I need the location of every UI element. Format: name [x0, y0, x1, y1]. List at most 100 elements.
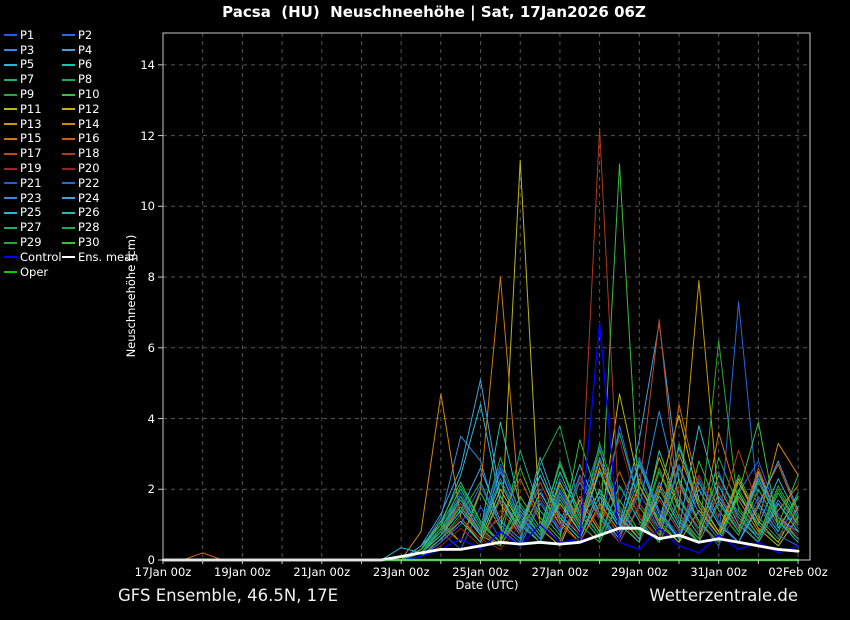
legend-line-swatch	[4, 108, 17, 111]
legend-item-p17: P17	[4, 147, 62, 160]
x-tick-label: 02Feb 00z	[768, 565, 828, 579]
legend-line-swatch	[4, 182, 17, 185]
legend-item-p16: P16	[62, 132, 120, 145]
legend-row: P29 P30	[4, 235, 120, 250]
legend-label: P19	[20, 161, 42, 176]
legend-line-swatch	[62, 63, 75, 66]
legend-item-p24: P24	[62, 190, 120, 205]
legend-item-p20: P20	[62, 162, 120, 175]
y-tick-label: 12	[140, 128, 155, 143]
legend-item-ens-mean: Ens. mean	[62, 250, 138, 264]
legend-label: Ens. mean	[78, 249, 139, 264]
legend-label: P13	[20, 116, 42, 131]
legend-label: P6	[78, 57, 93, 72]
legend-label: P17	[20, 146, 42, 161]
legend-label: Oper	[20, 264, 49, 279]
legend-label: P21	[20, 175, 42, 190]
legend-label: P20	[78, 161, 100, 176]
legend-item-control: Control	[4, 250, 62, 264]
y-tick-label: 0	[147, 553, 155, 567]
x-tick-label: 25Jan 00z	[452, 565, 509, 579]
legend-label: P14	[78, 116, 100, 131]
legend-item-p29: P29	[4, 236, 62, 249]
legend-item-p21: P21	[4, 175, 62, 190]
legend-item-p1: P1	[4, 28, 62, 42]
legend-label: P23	[20, 190, 42, 205]
legend-item-p26: P26	[62, 206, 120, 219]
y-tick-label: 8	[147, 270, 155, 285]
legend-item-p15: P15	[4, 132, 62, 145]
legend-line-swatch	[4, 49, 17, 52]
legend-line-swatch	[62, 182, 75, 185]
legend-item-p28: P28	[62, 221, 120, 234]
legend-item-p25: P25	[4, 206, 62, 219]
legend-line-swatch	[4, 226, 17, 229]
legend: P1 P2 P3 P4 P5 P6 P7 P8 P9 P10 P11 P12 P13 P14 P15 P16 P…	[4, 28, 138, 280]
legend-line-swatch	[62, 123, 75, 126]
y-tick-label: 14	[140, 57, 155, 72]
legend-label: P16	[78, 131, 100, 146]
legend-line-swatch	[62, 226, 75, 229]
legend-label: P11	[20, 101, 42, 116]
legend-line-swatch	[4, 123, 17, 126]
x-axis-title: Date (UTC)	[455, 578, 519, 592]
legend-line-swatch	[4, 93, 17, 96]
legend-label: P8	[78, 72, 93, 87]
legend-label: P30	[78, 235, 100, 250]
legend-line-swatch	[4, 256, 17, 259]
legend-line-swatch	[4, 271, 17, 274]
legend-row: Control Ens. mean	[4, 250, 138, 265]
legend-item-p12: P12	[62, 101, 120, 116]
legend-label: P4	[78, 42, 93, 57]
legend-item-p9: P9	[4, 88, 62, 101]
legend-item-p8: P8	[62, 73, 120, 86]
legend-item-p18: P18	[62, 147, 120, 160]
legend-item-oper: Oper	[4, 264, 62, 279]
legend-item-p5: P5	[4, 58, 62, 71]
legend-line-swatch	[4, 167, 17, 170]
legend-item-p23: P23	[4, 190, 62, 205]
legend-label: P9	[20, 87, 35, 102]
legend-item-p19: P19	[4, 162, 62, 175]
legend-item-p7: P7	[4, 73, 62, 86]
legend-item-p30: P30	[62, 236, 120, 249]
x-tick-label: 21Jan 00z	[293, 565, 351, 579]
legend-row: P1 P2	[4, 28, 120, 43]
legend-item-p22: P22	[62, 176, 120, 190]
legend-row: P27 P28	[4, 220, 120, 235]
legend-line-swatch	[62, 241, 75, 244]
legend-row: P9 P10	[4, 87, 120, 102]
legend-row: P17 P18	[4, 146, 120, 161]
legend-line-swatch	[62, 108, 75, 111]
x-tick-label: 31Jan 00z	[690, 565, 748, 579]
legend-row: P19 P20	[4, 161, 120, 176]
legend-item-p3: P3	[4, 42, 62, 57]
legend-label: P3	[20, 42, 35, 57]
legend-label: P26	[78, 205, 100, 220]
legend-item-p13: P13	[4, 116, 62, 131]
legend-line-swatch	[4, 63, 17, 66]
legend-line-swatch	[4, 137, 17, 140]
legend-row: P21 P22	[4, 176, 120, 191]
legend-line-swatch	[62, 152, 75, 155]
legend-item-p14: P14	[62, 116, 120, 131]
legend-label: P29	[20, 235, 42, 250]
legend-line-swatch	[62, 137, 75, 140]
legend-line-swatch	[4, 78, 17, 81]
legend-row: P23 P24	[4, 191, 120, 206]
x-tick-label: 17Jan 00z	[134, 565, 192, 579]
legend-row: P25 P26	[4, 206, 120, 221]
x-tick-label: 19Jan 00z	[214, 565, 271, 579]
legend-line-swatch	[4, 34, 17, 37]
legend-label: P24	[78, 190, 100, 205]
legend-item-p2: P2	[62, 28, 120, 42]
legend-label: P12	[78, 101, 100, 116]
legend-line-swatch	[62, 256, 75, 259]
legend-line-swatch	[4, 211, 17, 214]
legend-line-swatch	[62, 197, 75, 200]
legend-row: Oper	[4, 265, 120, 280]
legend-line-swatch	[4, 241, 17, 244]
legend-line-swatch	[62, 78, 75, 81]
legend-label: P5	[20, 57, 35, 72]
legend-item-p4: P4	[62, 42, 120, 57]
